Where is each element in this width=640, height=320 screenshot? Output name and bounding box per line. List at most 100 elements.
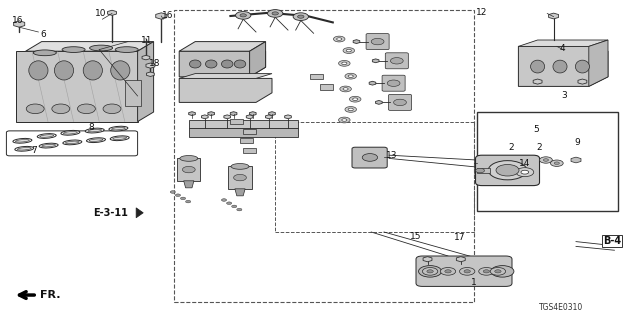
Text: 7: 7 [32,146,37,155]
Polygon shape [179,42,266,51]
Text: 10: 10 [95,9,106,18]
Text: 11: 11 [141,36,153,45]
Ellipse shape [90,45,113,51]
Polygon shape [224,115,230,119]
Bar [320,84,333,90]
Polygon shape [376,100,382,104]
Circle shape [543,159,548,161]
Circle shape [348,75,353,77]
Polygon shape [246,115,253,119]
FancyBboxPatch shape [388,94,412,110]
Ellipse shape [15,140,29,142]
Circle shape [490,268,506,275]
Text: 18: 18 [149,60,161,68]
Ellipse shape [40,135,54,137]
Polygon shape [208,112,214,116]
Ellipse shape [88,129,102,132]
Polygon shape [142,55,150,60]
Bar [477,168,490,173]
Text: 14: 14 [519,159,531,168]
Circle shape [483,270,490,273]
Ellipse shape [180,156,198,161]
Ellipse shape [189,60,201,68]
Circle shape [342,62,347,65]
Circle shape [349,96,361,102]
Ellipse shape [61,131,80,135]
Ellipse shape [13,139,32,143]
Circle shape [345,107,356,112]
Bar [310,74,323,79]
Polygon shape [108,10,116,15]
Ellipse shape [77,104,95,114]
Circle shape [175,194,180,196]
Circle shape [339,117,350,123]
Bar [174,10,474,302]
Ellipse shape [33,50,56,56]
Polygon shape [184,181,194,188]
Ellipse shape [83,61,102,80]
Circle shape [554,162,559,164]
Polygon shape [456,257,465,262]
Ellipse shape [115,47,138,52]
Circle shape [343,48,355,53]
Ellipse shape [111,127,125,130]
Circle shape [495,270,501,273]
Polygon shape [202,115,208,119]
Polygon shape [285,115,291,119]
Polygon shape [548,13,559,19]
Circle shape [237,208,242,211]
Circle shape [422,268,438,275]
Polygon shape [589,40,608,86]
Ellipse shape [65,141,79,144]
Ellipse shape [103,104,121,114]
Polygon shape [571,157,581,163]
Circle shape [440,268,456,275]
Ellipse shape [15,147,34,151]
Bar [230,119,243,124]
Text: TGS4E0310: TGS4E0310 [538,303,583,312]
Circle shape [345,73,356,79]
Polygon shape [250,42,266,77]
FancyArrowPatch shape [136,208,143,218]
Ellipse shape [54,61,74,80]
Circle shape [419,266,442,277]
Polygon shape [230,112,237,116]
FancyBboxPatch shape [416,256,512,286]
Text: 13: 13 [386,151,397,160]
Polygon shape [266,115,272,119]
Ellipse shape [234,60,246,68]
Polygon shape [138,42,154,122]
Circle shape [272,12,278,15]
Text: B-4: B-4 [603,236,621,246]
Circle shape [540,157,552,163]
Bar [243,129,256,134]
Circle shape [479,268,494,275]
Text: 5: 5 [534,125,539,134]
Polygon shape [353,40,360,44]
Ellipse shape [110,136,129,140]
Circle shape [236,12,251,19]
Polygon shape [372,59,379,63]
Polygon shape [179,78,272,102]
Ellipse shape [205,60,217,68]
Circle shape [268,10,283,17]
Polygon shape [369,81,376,85]
Text: 12: 12 [476,8,487,17]
Circle shape [491,266,514,277]
Text: 17: 17 [454,233,465,242]
Circle shape [333,36,345,42]
Text: 8: 8 [89,124,94,132]
Polygon shape [533,79,542,84]
Ellipse shape [231,164,249,169]
Circle shape [445,270,451,273]
Ellipse shape [52,104,70,114]
Polygon shape [179,74,272,78]
Circle shape [348,108,353,111]
Ellipse shape [29,61,48,80]
Polygon shape [423,257,432,262]
FancyBboxPatch shape [366,34,389,50]
Ellipse shape [575,60,589,73]
Ellipse shape [63,140,82,145]
Ellipse shape [85,128,104,133]
Text: 16: 16 [12,16,24,25]
